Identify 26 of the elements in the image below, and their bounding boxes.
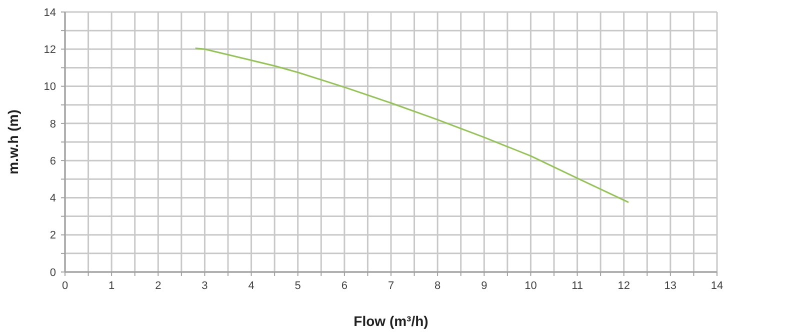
x-tick-label: 5	[294, 280, 301, 292]
x-tick-label: 8	[434, 280, 441, 292]
x-tick-label: 0	[62, 280, 68, 292]
line-series	[194, 47, 630, 204]
x-tick-label: 12	[618, 280, 630, 292]
y-tick-label: 4	[50, 192, 56, 205]
x-tick-label: 14	[710, 280, 724, 292]
y-tick-label: 6	[50, 155, 56, 168]
x-tick-label: 9	[481, 280, 488, 292]
x-tick-label: 4	[248, 280, 254, 292]
y-tick-label: 2	[50, 230, 56, 242]
y-tick-label: 10	[44, 81, 56, 94]
x-tick-label: 7	[388, 280, 394, 292]
x-tick-label: 2	[155, 280, 162, 292]
y-tick-label: 0	[50, 266, 56, 279]
x-axis-title: Flow (m³/h)	[354, 313, 428, 329]
x-tick-label: 1	[108, 280, 115, 292]
y-tick-label: 12	[44, 44, 56, 56]
y-tick-label: 8	[50, 118, 56, 130]
x-tick-label: 11	[572, 280, 583, 292]
x-tick-label: 6	[341, 280, 348, 292]
y-axis-title: m.w.h (m)	[5, 110, 21, 174]
y-tick-label: 14	[44, 6, 56, 19]
x-tick-label: 3	[202, 280, 208, 292]
x-tick-label: 10	[524, 280, 537, 292]
x-tick-label: 13	[664, 280, 677, 292]
